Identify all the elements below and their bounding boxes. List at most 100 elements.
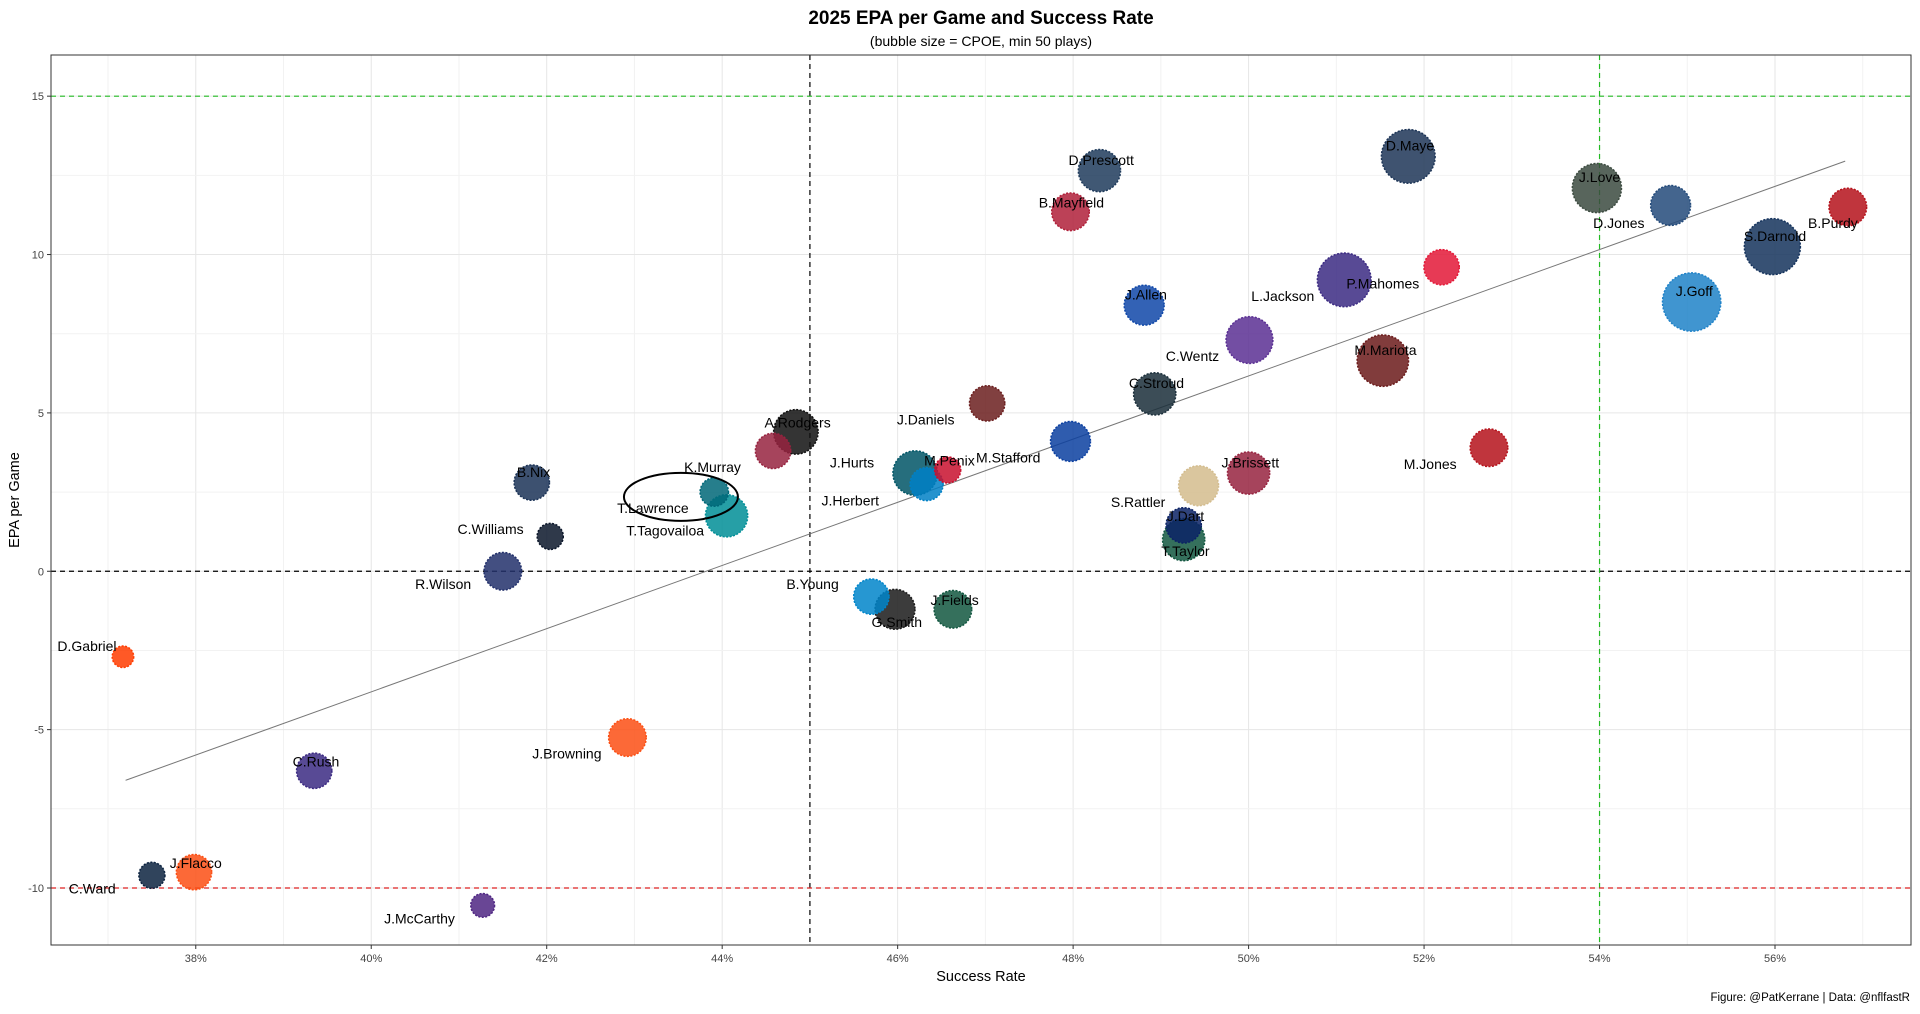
point-label: C.Ward — [69, 880, 116, 896]
bubble-j-herbert[interactable] — [909, 466, 944, 502]
trend-line — [125, 160, 1846, 781]
y-axis-ticks: -10 -5 0 5 10 15 — [28, 91, 51, 895]
chart-caption: Figure: @PatKerrane | Data: @nflfastR — [1710, 992, 1910, 1004]
point-label: T.Lawrence — [617, 500, 689, 516]
bubble-d-jones[interactable] — [1649, 184, 1692, 227]
bubble-c-ward[interactable] — [138, 861, 166, 890]
bubble-j-browning[interactable] — [607, 717, 647, 758]
bubble-layer — [111, 128, 1868, 919]
point-label: B.Young — [786, 576, 838, 592]
point-label: T.Taylor — [1161, 543, 1210, 559]
point-label: J.Browning — [532, 746, 601, 762]
bubble-b-purdy[interactable] — [1828, 187, 1868, 227]
y-tick-label: 0 — [38, 566, 44, 578]
bubble-b-mayfield[interactable] — [1050, 192, 1091, 232]
x-tick-label: 54% — [1589, 953, 1611, 965]
point-label: D.Prescott — [1069, 152, 1134, 168]
point-label: T.Tagovailoa — [626, 522, 704, 538]
bubble-j-brissett[interactable] — [1226, 451, 1271, 495]
point-label: L.Jackson — [1251, 288, 1314, 304]
point-label: J.McCarthy — [384, 910, 455, 926]
bubble-b-young[interactable] — [852, 578, 890, 616]
reference-lines — [51, 55, 1911, 945]
bubble-d-maye[interactable] — [1380, 128, 1436, 184]
bubble-s-rattler[interactable] — [1177, 465, 1220, 507]
point-label: M.Stafford — [976, 450, 1040, 466]
point-label: S.Rattler — [1111, 494, 1166, 510]
point-label: J.Goff — [1676, 283, 1713, 299]
point-label: J.Herbert — [821, 492, 879, 508]
point-label: C.Williams — [458, 521, 524, 537]
point-label: D.Jones — [1593, 215, 1644, 231]
point-label: B.Mayfield — [1039, 195, 1104, 211]
x-tick-label: 38% — [185, 953, 207, 965]
point-label: C.Rush — [293, 754, 340, 770]
bubble-c-stroud[interactable] — [1132, 372, 1177, 416]
point-label: J.Fields — [931, 592, 979, 608]
grid-layer — [51, 55, 1911, 945]
x-tick-label: 50% — [1238, 953, 1260, 965]
bubble-r-wilson[interactable] — [483, 551, 523, 591]
bubble-j-daniels[interactable] — [968, 384, 1006, 422]
x-tick-label: 52% — [1413, 953, 1435, 965]
point-label: M.Penix — [924, 453, 975, 469]
chart-title: 2025 EPA per Game and Success Rate — [808, 8, 1153, 29]
y-axis-label: EPA per Game — [7, 452, 23, 548]
bubble-m-mariota[interactable] — [1356, 334, 1410, 388]
bubble-d-prescott[interactable] — [1077, 148, 1122, 193]
bubble-c-rush[interactable] — [295, 752, 333, 790]
point-label: G.Smith — [871, 614, 922, 630]
point-label: B.Purdy — [1808, 215, 1858, 231]
bubble-d-gabriel[interactable] — [111, 645, 135, 669]
bubble-p-mahomes[interactable] — [1423, 248, 1461, 286]
point-label: K.Murray — [684, 459, 741, 475]
bubble-k-murray[interactable] — [754, 432, 792, 470]
trend-line-layer — [125, 160, 1846, 781]
point-label: C.Wentz — [1166, 348, 1219, 364]
bubble-l-jackson[interactable] — [1316, 252, 1372, 308]
point-label: D.Maye — [1386, 138, 1434, 154]
x-tick-label: 44% — [711, 953, 733, 965]
x-tick-label: 40% — [360, 953, 382, 965]
point-label: J.Brissett — [1222, 454, 1280, 470]
x-axis-ticks: 38% 40% 42% 44% 46% 48% 50% 52% 54% 56% — [185, 945, 1786, 965]
point-label: J.Hurts — [830, 454, 874, 470]
bubble-j-allen[interactable] — [1123, 284, 1165, 326]
x-tick-label: 42% — [536, 953, 558, 965]
y-tick-label: -5 — [34, 725, 44, 737]
point-label: P.Mahomes — [1346, 275, 1419, 291]
x-axis-label: Success Rate — [936, 969, 1025, 985]
highlight-layer — [622, 471, 739, 522]
bubble-b-nix[interactable] — [513, 464, 551, 501]
point-label: C.Stroud — [1129, 375, 1184, 391]
point-label: M.Jones — [1404, 456, 1457, 472]
point-label-layer: D.Maye D.Prescott J.Love D.Jones B.Purdy B.Ma… — [57, 138, 1857, 927]
bubble-c-williams[interactable] — [536, 522, 565, 551]
bubble-c-wentz[interactable] — [1225, 315, 1274, 365]
point-label: J.Love — [1579, 169, 1620, 185]
bubble-j-dart[interactable] — [1165, 506, 1203, 544]
bubble-j-love[interactable] — [1571, 162, 1623, 214]
y-tick-label: 5 — [38, 408, 44, 420]
plot-panel-border — [50, 54, 1912, 946]
y-tick-label: 10 — [32, 250, 44, 262]
x-tick-label: 48% — [1062, 953, 1084, 965]
point-label: J.Daniels — [897, 412, 955, 428]
bubble-s-darnold[interactable] — [1743, 217, 1802, 276]
bubble-m-jones[interactable] — [1469, 428, 1509, 468]
point-label: S.Darnold — [1744, 228, 1806, 244]
y-tick-label: -10 — [28, 883, 44, 895]
highlight-ellipse — [622, 471, 739, 522]
bubble-m-stafford[interactable] — [1049, 420, 1092, 463]
point-label: B.Nix — [517, 464, 550, 480]
bubble-t-lawrence[interactable] — [699, 477, 730, 508]
bubble-m-penix[interactable] — [933, 456, 962, 484]
bubble-j-goff[interactable] — [1661, 272, 1722, 332]
bubble-j-fields[interactable] — [933, 589, 973, 629]
bubble-j-mccarthy[interactable] — [470, 892, 496, 919]
point-label: J.Dart — [1167, 508, 1204, 524]
point-label: J.Flacco — [170, 855, 222, 871]
bubble-j-flacco[interactable] — [175, 853, 213, 891]
